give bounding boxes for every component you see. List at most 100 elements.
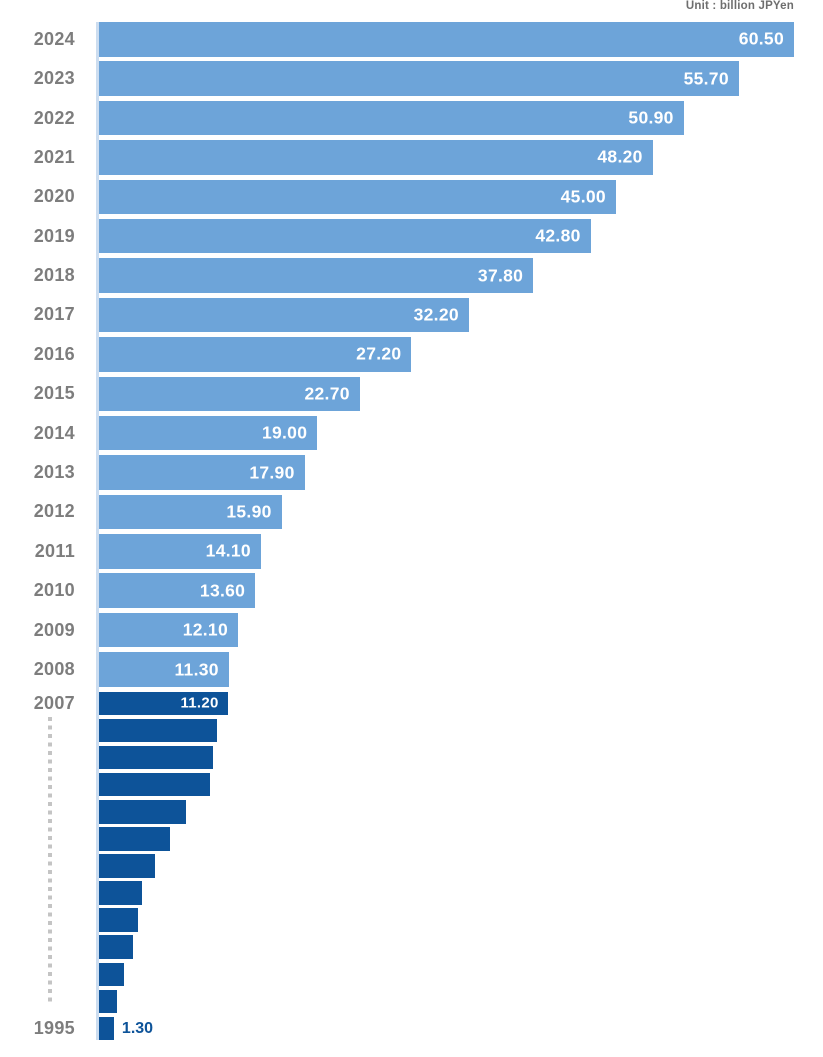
chart-row-2017: 2017 32.20 (0, 297, 823, 333)
year-label: 2018 (33, 265, 75, 286)
bar-2000 (99, 881, 142, 905)
year-label: 2021 (33, 146, 75, 167)
bar-value-label: 42.80 (535, 225, 581, 246)
bar-2018: 37.80 (99, 258, 534, 293)
dotted-timeline (48, 717, 52, 1005)
bar-2003 (99, 800, 187, 824)
bar-track (99, 881, 794, 905)
bar-track (99, 827, 794, 851)
bar-value-label: 27.20 (356, 343, 402, 364)
bar-2008: 11.30 (99, 652, 229, 687)
chart-row-1999 (0, 908, 823, 932)
chart-row-2000 (0, 881, 823, 905)
chart-row-2007: 2007 11.20 (0, 691, 823, 716)
year-label: 2017 (33, 304, 75, 325)
bar-2020: 45.00 (99, 179, 616, 215)
bar-track (99, 772, 794, 797)
year-label: 2019 (33, 225, 75, 246)
bar-value-label: 15.90 (226, 501, 272, 522)
chart-row-2010: 2010 13.60 (0, 573, 823, 608)
bar-track: 11.30 (99, 652, 794, 687)
bar-value-label: 13.60 (199, 580, 246, 601)
bar-2022: 50.90 (99, 100, 684, 136)
bar-1996 (99, 989, 118, 1014)
chart-row-1995: 1995 1.30 (0, 1016, 823, 1041)
bar-track: 13.60 (99, 573, 794, 608)
chart-row-2001 (0, 854, 823, 878)
chart-row-2013: 2013 17.90 (0, 455, 823, 490)
bar-value-label: 12.10 (182, 619, 228, 640)
chart-row-2023: 2023 55.70 (0, 61, 823, 96)
bar-track (99, 908, 794, 932)
bar-value-label: 19.00 (261, 422, 308, 443)
bar-2006 (99, 718, 218, 743)
bar-track: 12.10 (99, 612, 794, 648)
chart-row-2003 (0, 800, 823, 824)
bar-2019: 42.80 (99, 218, 591, 254)
bar-2012: 15.90 (99, 494, 282, 530)
year-label: 2014 (33, 422, 75, 443)
bar-2016: 27.20 (99, 337, 412, 372)
bar-2011: 14.10 (99, 534, 261, 569)
bar-2013: 17.90 (99, 455, 305, 490)
chart-row-2009: 2009 12.10 (0, 612, 823, 648)
bar-value-label: 55.70 (683, 68, 729, 89)
bar-value-label: 11.30 (174, 659, 219, 679)
bar-track: 17.90 (99, 455, 794, 490)
unit-label: Unit : billion JPYen (685, 0, 794, 12)
bar-2024: 60.50 (99, 22, 794, 57)
bar-value-label: 50.90 (628, 107, 674, 128)
bar-track: 50.90 (99, 100, 794, 136)
chart-row-2018: 2018 37.80 (0, 258, 823, 293)
bar-2005 (99, 745, 213, 770)
chart-row-2004 (0, 772, 823, 797)
chart-row-2011: 2011 14.10 (0, 534, 823, 569)
bar-track (99, 935, 794, 959)
bar-2001 (99, 854, 156, 878)
year-label: 2013 (33, 462, 75, 483)
bar-track (99, 854, 794, 878)
bar-value-label: 37.80 (477, 265, 524, 286)
bar-track (99, 962, 794, 987)
bar-2010: 13.60 (99, 573, 256, 608)
bar-track: 45.00 (99, 179, 794, 215)
bar-2004 (99, 772, 211, 797)
bar-track (99, 989, 794, 1014)
chart-row-2021: 2021 48.20 (0, 140, 823, 175)
bar-track: 1.30 (99, 1016, 794, 1041)
bar-2014: 19.00 (99, 415, 318, 451)
chart-row-2022: 2022 50.90 (0, 100, 823, 136)
bar-track: 55.70 (99, 61, 794, 96)
chart-row-1998 (0, 935, 823, 959)
bar-2021: 48.20 (99, 140, 653, 175)
bar-value-label: 60.50 (738, 28, 784, 49)
chart-row-1997 (0, 962, 823, 987)
bar-track: 60.50 (99, 22, 794, 57)
bar-value-label: 32.20 (413, 304, 459, 325)
year-label: 2015 (33, 383, 75, 404)
bar-1998 (99, 935, 134, 959)
chart-rows: 2024 60.50 2023 55.70 2022 50.90 2021 48.20 2020… (0, 22, 823, 1044)
chart-row-2014: 2014 19.00 (0, 415, 823, 451)
bar-1997 (99, 962, 125, 987)
bar-track: 27.20 (99, 337, 794, 372)
year-label: 2023 (33, 68, 75, 89)
bar-track (99, 718, 794, 743)
year-label: 2010 (33, 580, 75, 601)
chart-row-2006 (0, 718, 823, 743)
chart-row-2019: 2019 42.80 (0, 218, 823, 254)
year-label: 2008 (33, 659, 75, 679)
bar-value-label: 45.00 (560, 186, 606, 207)
year-label: 2024 (33, 28, 75, 49)
bar-2023: 55.70 (99, 61, 739, 96)
bar-track: 42.80 (99, 218, 794, 254)
bar-track: 37.80 (99, 258, 794, 293)
bar-1995 (99, 1016, 114, 1041)
chart-row-2015: 2015 22.70 (0, 376, 823, 412)
year-label: 1995 (33, 1018, 75, 1039)
bar-value-label: 17.90 (249, 462, 295, 483)
chart-row-2012: 2012 15.90 (0, 494, 823, 530)
bar-value-label: 48.20 (597, 146, 643, 167)
bar-track: 48.20 (99, 140, 794, 175)
